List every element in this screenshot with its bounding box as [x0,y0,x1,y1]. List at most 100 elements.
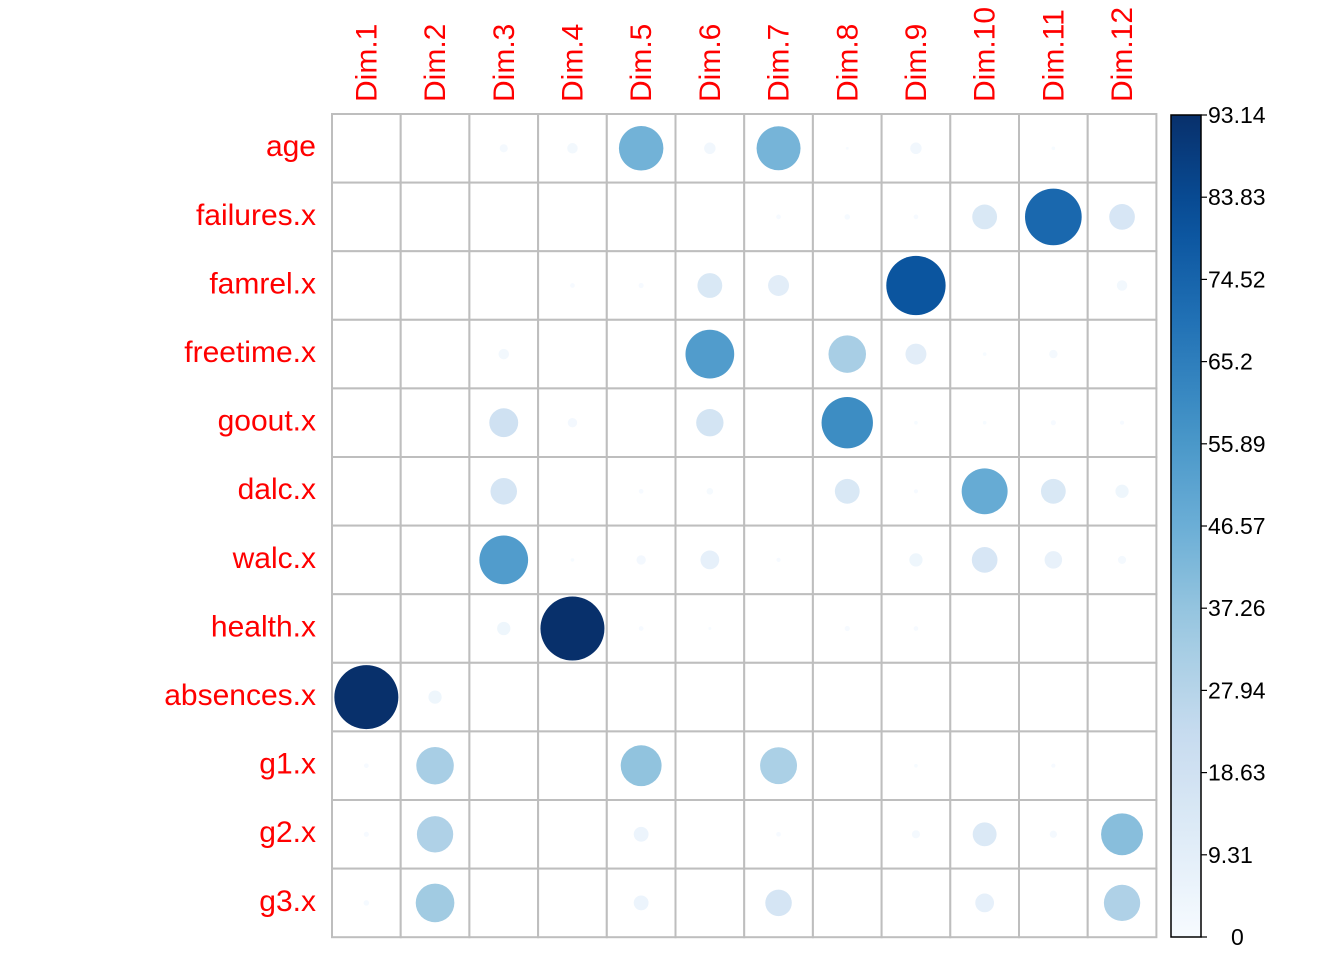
cell-g1.x-Dim.12 [1086,730,1158,802]
row-labels: age failures.x famrel.x freetime.x goout.x da… [164,130,316,918]
circle-g2.x-Dim.10 [972,822,997,847]
cell-g1.x-Dim.6 [674,730,746,802]
cell-age-Dim.10 [949,113,1020,184]
circle-g3.x-Dim.12 [1103,884,1141,922]
circle-age-Dim.3 [499,144,508,153]
cell-age-Dim.11 [1018,113,1089,184]
cell-famrel.x-Dim.1 [331,250,402,321]
column-label: Dim.11 [1037,9,1070,102]
circle-dalc.x-Dim.5 [638,488,644,494]
column-label: Dim.12 [1106,7,1139,102]
cell-absences.x-Dim.7 [743,661,814,733]
cell-g1.x-Dim.4 [537,730,608,802]
cell-famrel.x-Dim.8 [811,250,883,321]
cell-age-Dim.2 [399,113,471,184]
circle-g1.x-Dim.1 [364,763,369,769]
circle-age-Dim.11 [1051,146,1056,151]
row-label: g1.x [259,748,316,781]
row-label: famrel.x [209,267,316,300]
cell-age-Dim.1 [331,113,402,184]
circle-walc.x-Dim.4 [570,558,575,562]
circle-health.x-Dim.6 [708,627,712,630]
cell-g3.x-Dim.9 [880,867,952,939]
circle-walc.x-Dim.3 [479,535,529,585]
circle-failures.x-Dim.9 [913,214,919,220]
colorbar-gradient [1170,114,1202,938]
circle-goout.x-Dim.12 [1119,420,1125,425]
circle-famrel.x-Dim.6 [697,273,723,298]
circle-dalc.x-Dim.6 [706,487,714,495]
column-label: Dim.9 [900,24,933,102]
circle-famrel.x-Dim.7 [768,275,790,296]
colorbar-tick-label: 55.89 [1208,431,1266,457]
colorbar-tick-label: 9.31 [1208,842,1253,868]
circle-health.x-Dim.5 [638,626,644,631]
circle-g2.x-Dim.5 [633,826,649,842]
circle-failures.x-Dim.11 [1025,188,1082,246]
circle-g2.x-Dim.7 [776,831,781,837]
circle-g3.x-Dim.7 [765,889,792,917]
circle-failures.x-Dim.12 [1109,204,1135,230]
cell-famrel.x-Dim.3 [468,250,540,321]
circle-dalc.x-Dim.9 [913,489,919,494]
value-circles [334,126,1144,923]
colorbar-tick-label: 18.63 [1208,760,1266,786]
circle-health.x-Dim.3 [497,621,511,636]
cell-g2.x-Dim.4 [537,799,608,870]
cell-absences.x-Dim.5 [605,661,677,733]
column-label: Dim.4 [556,24,589,102]
column-label: Dim.6 [694,24,727,102]
circle-freetime.x-Dim.8 [828,335,867,373]
circle-g2.x-Dim.1 [363,831,369,837]
circle-failures.x-Dim.7 [776,214,781,220]
circle-g2.x-Dim.2 [416,816,454,853]
circle-age-Dim.8 [845,146,849,150]
circle-g1.x-Dim.9 [914,763,918,768]
circle-freetime.x-Dim.9 [905,343,927,365]
column-label: Dim.2 [419,24,452,102]
cell-failures.x-Dim.1 [331,181,402,253]
circle-g3.x-Dim.1 [363,900,370,906]
cell-health.x-Dim.10 [949,593,1020,664]
cell-absences.x-Dim.3 [468,661,540,733]
cell-goout.x-Dim.1 [331,387,402,458]
circle-goout.x-Dim.11 [1050,420,1056,426]
cell-dalc.x-Dim.1 [331,456,402,527]
cell-g3.x-Dim.6 [674,867,746,939]
circle-walc.x-Dim.10 [971,547,998,573]
colorbar-tick-label: 74.52 [1208,266,1266,292]
cell-absences.x-Dim.4 [537,661,608,733]
circle-goout.x-Dim.8 [821,397,873,449]
circle-dalc.x-Dim.8 [834,478,860,504]
cell-absences.x-Dim.12 [1086,661,1158,733]
cell-dalc.x-Dim.4 [537,456,608,527]
circle-g2.x-Dim.9 [911,830,921,839]
cell-absences.x-Dim.9 [880,661,952,733]
colorbar-tick-label: 46.57 [1208,513,1266,539]
cell-health.x-Dim.1 [331,593,402,664]
circle-goout.x-Dim.9 [914,420,918,425]
column-label: Dim.7 [763,24,796,102]
row-label: g2.x [259,816,316,849]
cell-g2.x-Dim.6 [674,799,746,870]
cell-g1.x-Dim.10 [949,730,1020,802]
circle-goout.x-Dim.4 [567,418,578,428]
cell-goout.x-Dim.2 [399,387,471,458]
cell-famrel.x-Dim.10 [949,250,1020,321]
colorbar-tick-label: 0 [1231,924,1244,950]
row-label: goout.x [218,405,316,438]
cell-famrel.x-Dim.11 [1018,250,1089,321]
circle-health.x-Dim.8 [844,625,850,632]
circle-health.x-Dim.9 [913,626,919,631]
cell-g3.x-Dim.7 [743,867,814,939]
colorbar-tick-label: 27.94 [1208,677,1266,703]
row-label: age [266,130,316,163]
row-label: health.x [211,610,316,643]
column-label: Dim.1 [350,24,383,102]
cell-health.x-Dim.11 [1018,593,1089,664]
cell-absences.x-Dim.11 [1018,661,1089,733]
colorbar-tick-label: 93.14 [1208,102,1266,128]
colorbar-tick-label: 83.83 [1208,184,1266,210]
column-label: Dim.10 [969,7,1002,102]
cell-goout.x-Dim.5 [605,387,677,458]
